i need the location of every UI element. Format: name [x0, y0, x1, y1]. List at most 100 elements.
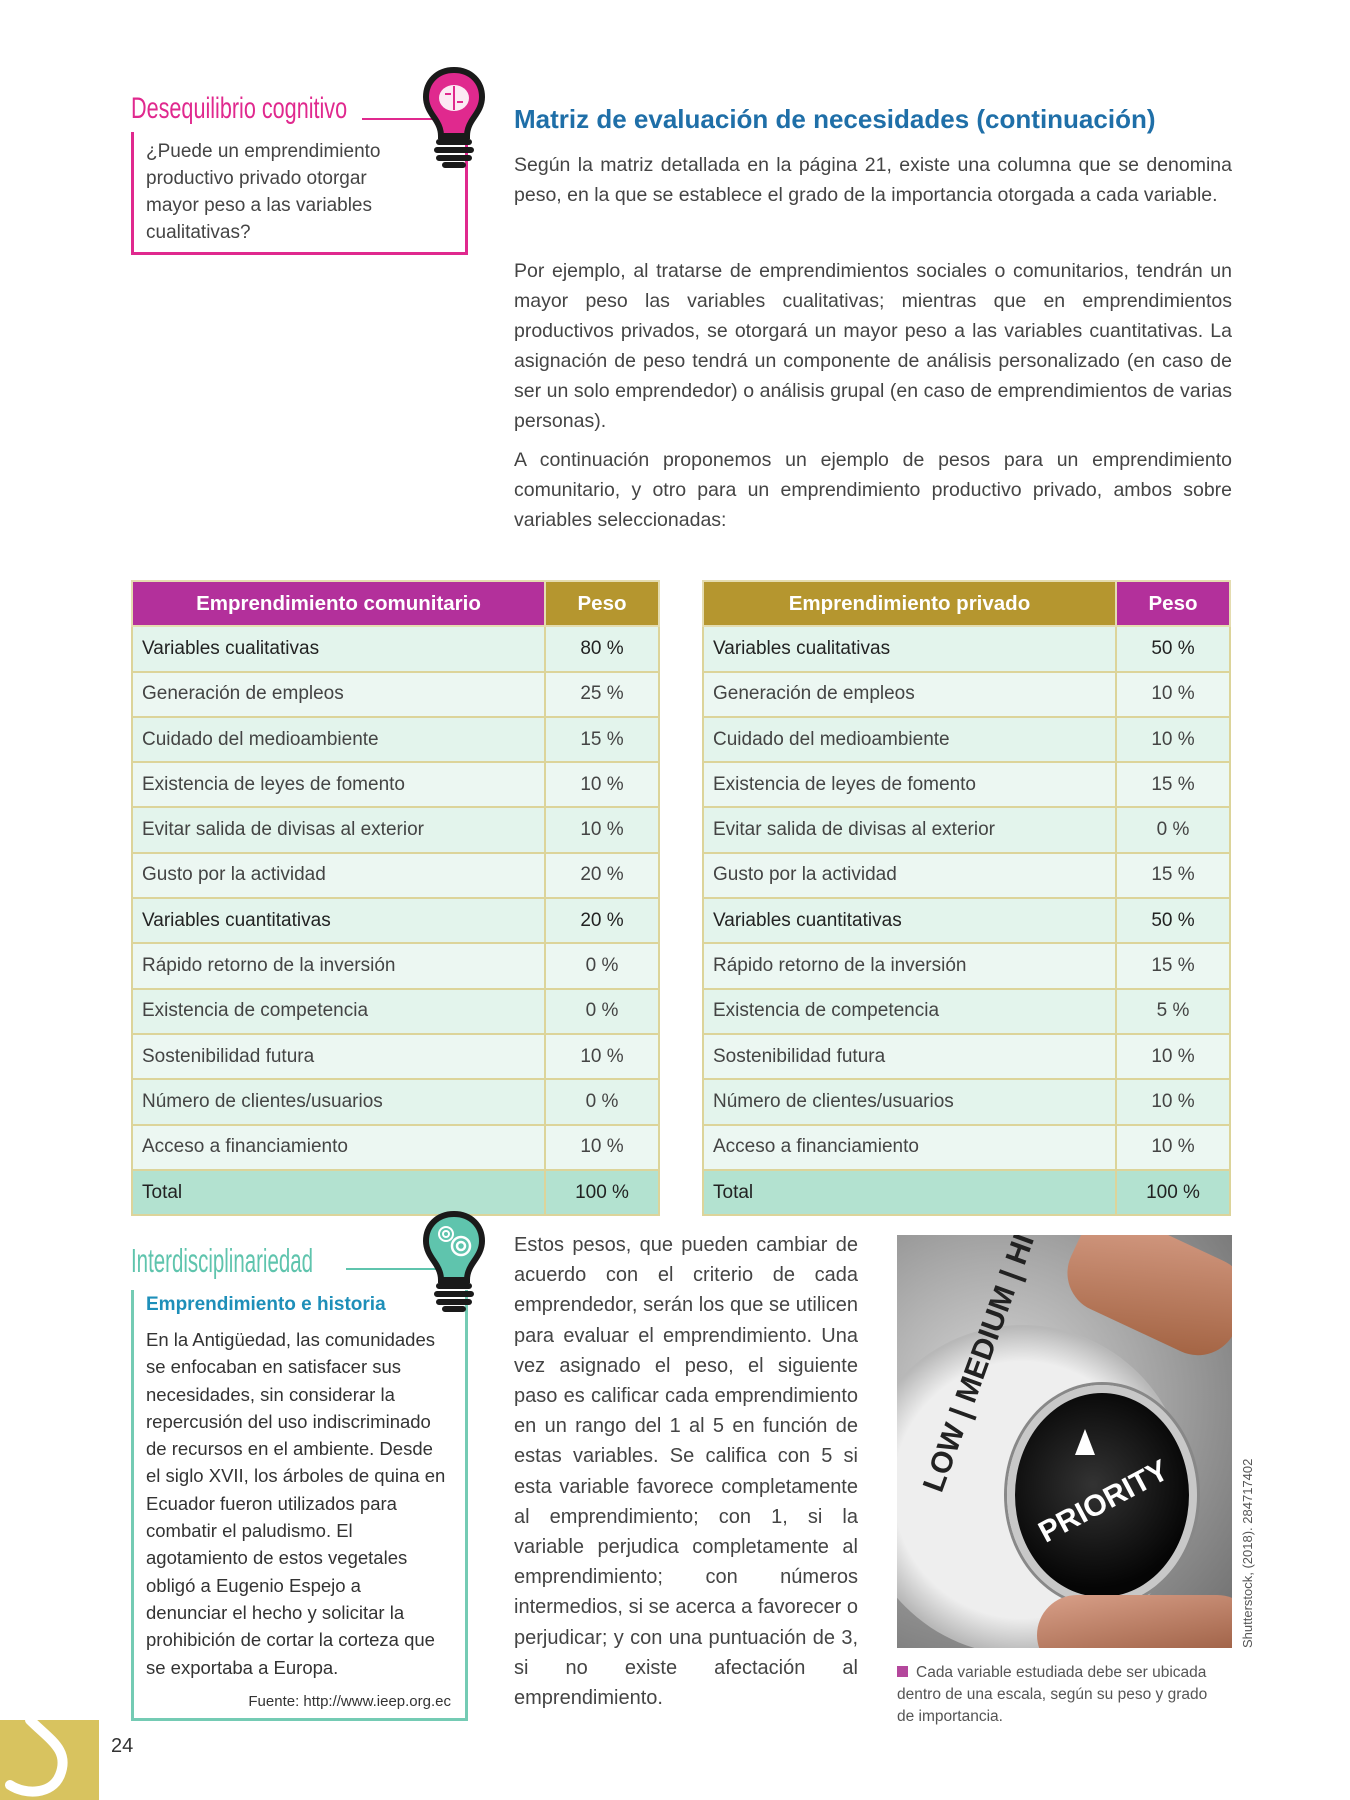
table-row: Número de clientes/usuarios 10 %	[702, 1078, 1231, 1126]
table-row: Existencia de leyes de fomento 15 %	[702, 761, 1231, 809]
variable-cell: Total	[702, 1168, 1117, 1217]
weight-cell: 10 %	[1115, 1123, 1231, 1171]
weight-cell: 50 %	[1115, 625, 1231, 673]
weight-cell: 10 %	[544, 761, 660, 809]
desequilibrio-box: ¿Puede un emprendimiento productivo priv…	[131, 132, 468, 255]
weight-cell: 20 %	[544, 897, 660, 945]
brain-lightbulb-icon	[422, 66, 486, 168]
paragraph-3: A continuación proponemos un ejemplo de …	[514, 449, 1232, 531]
variable-cell: Rápido retorno de la inversión	[702, 942, 1117, 990]
header-variable: Emprendimiento comunitario	[131, 579, 546, 628]
weight-cell: 0 %	[544, 942, 660, 990]
arrow-icon	[1075, 1429, 1095, 1455]
interdisciplinariedad-box: Emprendimiento e historia En la Antigüed…	[131, 1290, 468, 1721]
table-row: Generación de empleos 10 %	[702, 670, 1231, 718]
variable-cell: Número de clientes/usuarios	[702, 1078, 1117, 1126]
paragraph-1: Según la matriz detallada en la página 2…	[514, 154, 1232, 206]
table-row: Variables cuantitativas 20 %	[131, 897, 660, 945]
weight-cell: 100 %	[544, 1168, 660, 1217]
weight-cell: 10 %	[1115, 1032, 1231, 1081]
title-rule	[346, 1268, 436, 1270]
caption-text: Cada variable estudiada debe ser ubicada…	[897, 1664, 1208, 1725]
table-row: Generación de empleos 25 %	[131, 670, 660, 718]
corner-decoration	[0, 1720, 99, 1800]
variable-cell: Sostenibilidad futura	[702, 1032, 1117, 1081]
table-row: Existencia de competencia 5 %	[702, 987, 1231, 1035]
table-row: Cuidado del medioambiente 15 %	[131, 715, 660, 764]
thumb	[1037, 1595, 1232, 1648]
total-row: Total 100 %	[131, 1168, 660, 1217]
header-weight: Peso	[544, 579, 660, 628]
paragraph-2: Por ejemplo, al tratarse de emprendimien…	[514, 260, 1232, 432]
weight-cell: 10 %	[1115, 670, 1231, 718]
variable-cell: Generación de empleos	[702, 670, 1117, 718]
weight-cell: 100 %	[1115, 1168, 1231, 1217]
weight-cell: 10 %	[544, 1032, 660, 1081]
table-header: Emprendimiento comunitario Peso	[131, 579, 660, 628]
header-weight: Peso	[1115, 579, 1231, 628]
header-variable: Emprendimiento privado	[702, 579, 1117, 628]
variable-cell: Total	[131, 1168, 546, 1217]
table-row: Variables cuantitativas 50 %	[702, 897, 1231, 945]
variable-cell: Gusto por la actividad	[131, 851, 546, 900]
variable-cell: Rápido retorno de la inversión	[131, 942, 546, 990]
weight-cell: 10 %	[1115, 715, 1231, 764]
table-row: Rápido retorno de la inversión 0 %	[131, 942, 660, 990]
weight-cell: 15 %	[1115, 761, 1231, 809]
variable-cell: Gusto por la actividad	[702, 851, 1117, 900]
table-row: Acceso a financiamiento 10 %	[702, 1123, 1231, 1171]
weight-cell: 15 %	[1115, 851, 1231, 900]
section-title: Matriz de evaluación de necesidades (con…	[514, 104, 1156, 134]
title-rule	[362, 118, 437, 120]
table-header: Emprendimiento privado Peso	[702, 579, 1231, 628]
page-number: 24	[111, 1735, 134, 1757]
priority-dial-photo: LOW | MEDIUM | HIGH PRIORITY	[897, 1235, 1232, 1648]
box-text: En la Antigüedad, las comunidades se enf…	[146, 1329, 446, 1678]
weight-cell: 50 %	[1115, 897, 1231, 945]
weight-cell: 0 %	[544, 987, 660, 1035]
desequilibrio-title: Desequilibrio cognitivo	[131, 92, 348, 125]
variable-cell: Existencia de leyes de fomento	[702, 761, 1117, 809]
table-row: Acceso a financiamiento 10 %	[131, 1123, 660, 1171]
variable-cell: Variables cualitativas	[702, 625, 1117, 673]
weight-cell: 10 %	[544, 1123, 660, 1171]
caption-bullet-icon	[897, 1666, 908, 1677]
weight-cell: 20 %	[544, 851, 660, 900]
table-row: Rápido retorno de la inversión 15 %	[702, 942, 1231, 990]
variable-cell: Sostenibilidad futura	[131, 1032, 546, 1081]
figure-caption: Cada variable estudiada debe ser ubicada…	[897, 1662, 1227, 1728]
weight-cell: 10 %	[544, 806, 660, 854]
weight-cell: 25 %	[544, 670, 660, 718]
table-community-weights: Emprendimiento comunitario Peso Variables …	[131, 579, 660, 1217]
desequilibrio-question: ¿Puede un emprendimiento productivo priv…	[146, 141, 381, 243]
variable-cell: Evitar salida de divisas al exterior	[702, 806, 1117, 854]
total-row: Total 100 %	[702, 1168, 1231, 1217]
table-row: Cuidado del medioambiente 10 %	[702, 715, 1231, 764]
priority-button: PRIORITY	[1007, 1385, 1197, 1605]
weight-cell: 15 %	[544, 715, 660, 764]
variable-cell: Existencia de competencia	[702, 987, 1117, 1035]
weight-cell: 10 %	[1115, 1078, 1231, 1126]
weight-cell: 0 %	[1115, 806, 1231, 854]
variable-cell: Variables cualitativas	[131, 625, 546, 673]
table-row: Existencia de competencia 0 %	[131, 987, 660, 1035]
variable-cell: Acceso a financiamiento	[702, 1123, 1117, 1171]
variable-cell: Variables cuantitativas	[131, 897, 546, 945]
variable-cell: Acceso a financiamiento	[131, 1123, 546, 1171]
table-row: Existencia de leyes de fomento 10 %	[131, 761, 660, 809]
table-row: Número de clientes/usuarios 0 %	[131, 1078, 660, 1126]
weight-cell: 15 %	[1115, 942, 1231, 990]
table-row: Sostenibilidad futura 10 %	[702, 1032, 1231, 1081]
variable-cell: Generación de empleos	[131, 670, 546, 718]
table-row: Evitar salida de divisas al exterior 0 %	[702, 806, 1231, 854]
table-row: Sostenibilidad futura 10 %	[131, 1032, 660, 1081]
variable-cell: Existencia de competencia	[131, 987, 546, 1035]
variable-cell: Número de clientes/usuarios	[131, 1078, 546, 1126]
photo-credit: Shutterstock, (2018). 284717402	[1240, 1458, 1255, 1648]
table-row: Variables cualitativas 80 %	[131, 625, 660, 673]
table-row: Evitar salida de divisas al exterior 10 %	[131, 806, 660, 854]
table-row: Variables cualitativas 50 %	[702, 625, 1231, 673]
interdisciplinariedad-title: Interdisciplinariedad	[131, 1242, 313, 1279]
table-row: Gusto por la actividad 15 %	[702, 851, 1231, 900]
gears-lightbulb-icon	[422, 1210, 486, 1312]
